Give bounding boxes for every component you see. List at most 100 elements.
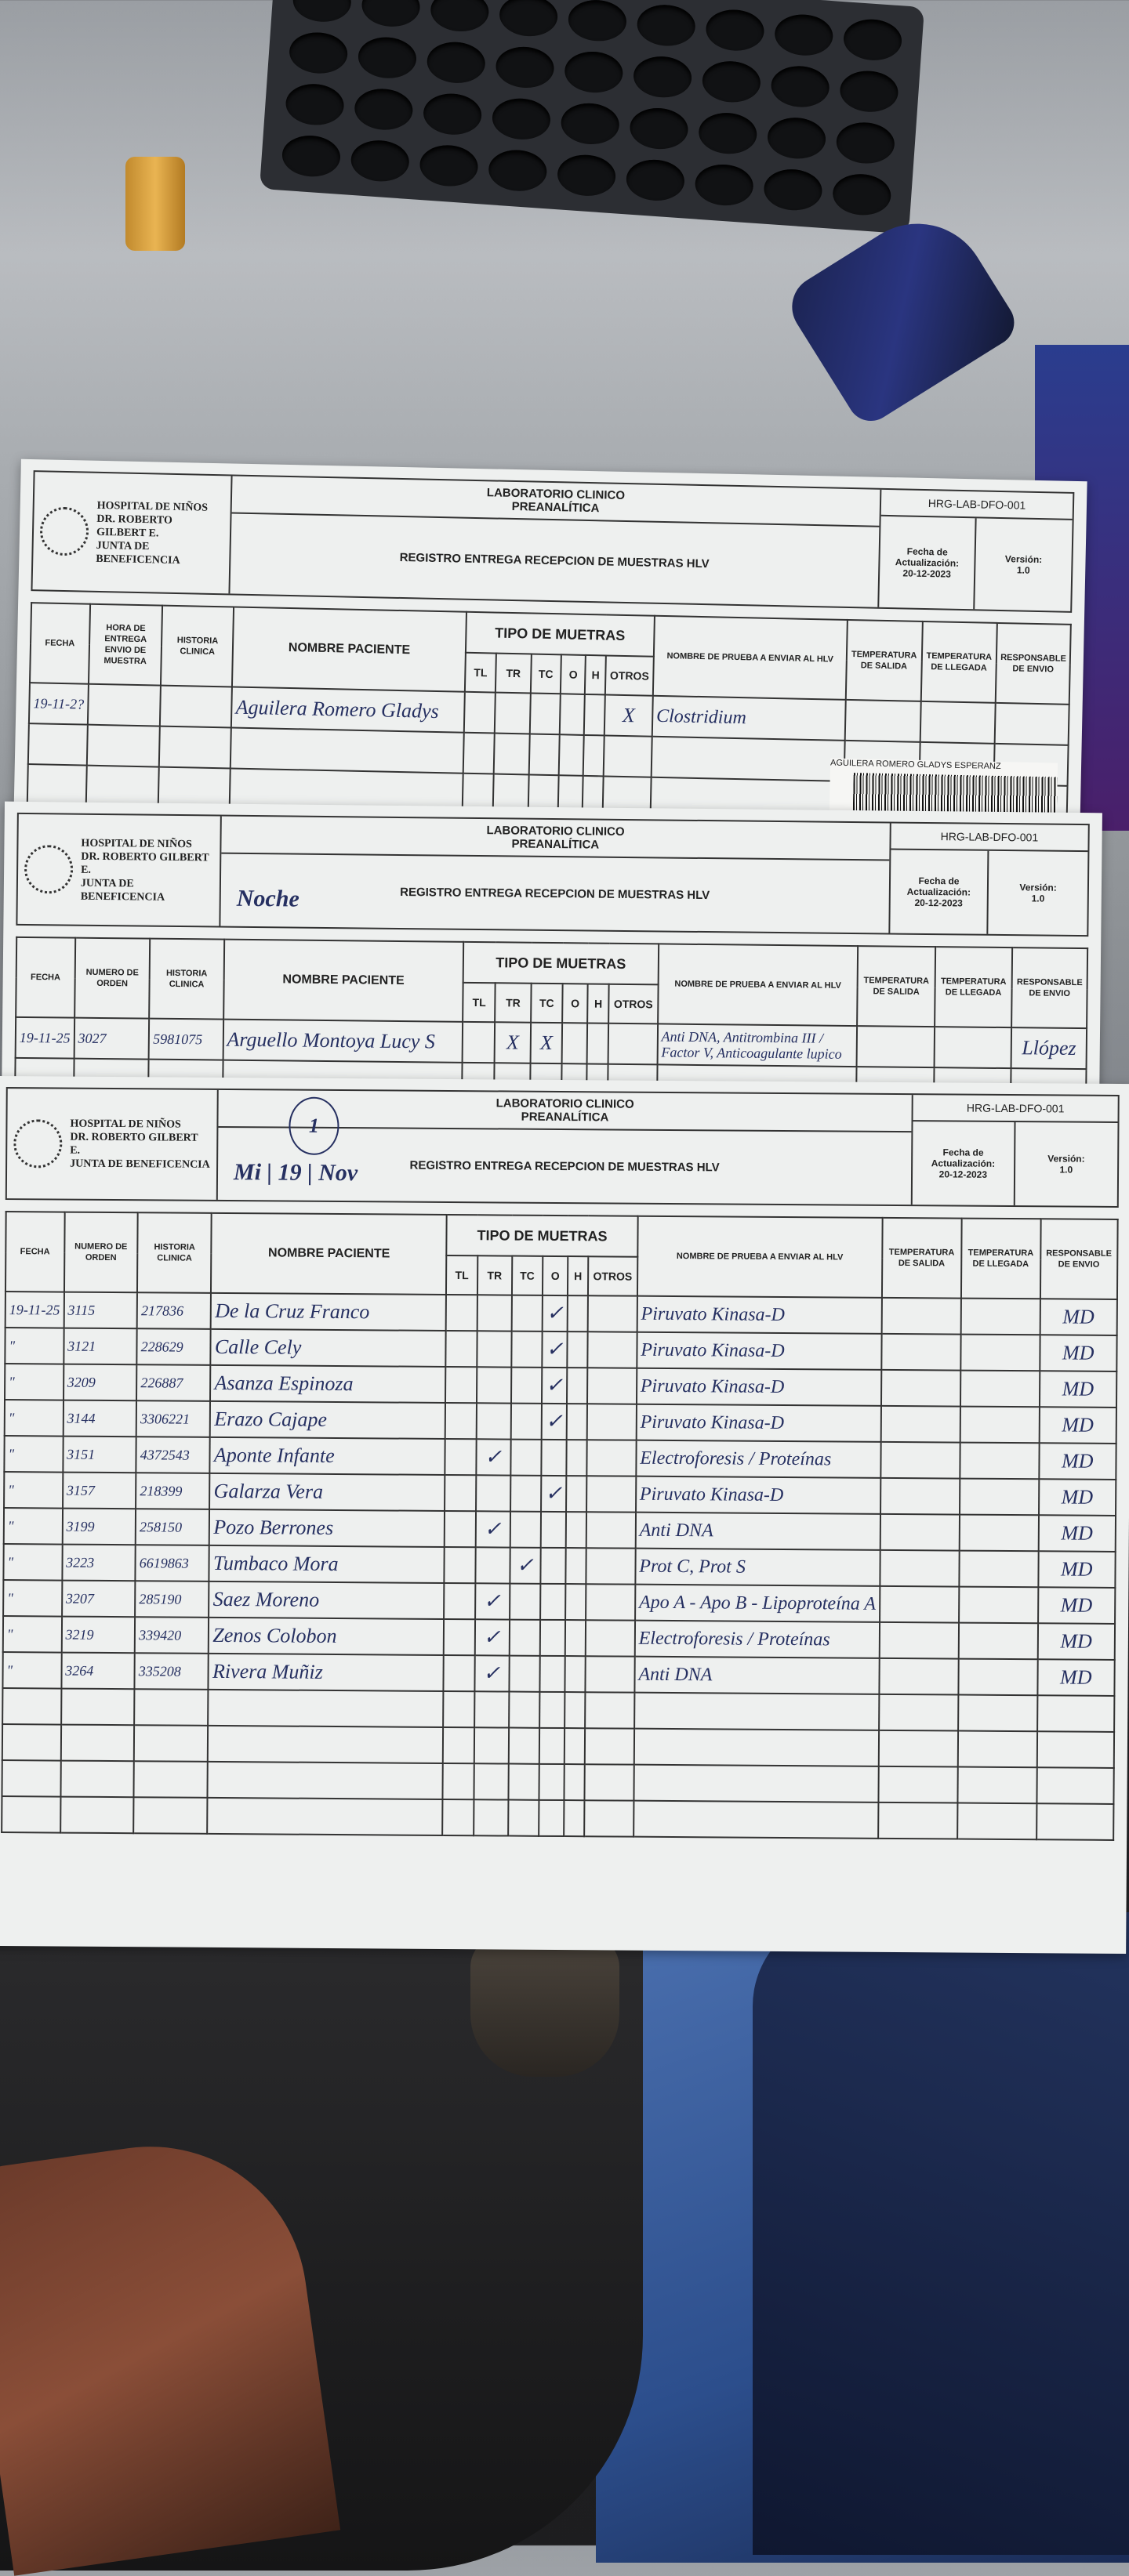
rack-hole [559, 101, 621, 147]
form-code: HRG-LAB-DFO-001 [891, 823, 1088, 853]
orden-cell [87, 683, 162, 726]
test-name-cell: Anti DNA [634, 1656, 880, 1694]
column-header: FECHA [29, 603, 90, 684]
version-value: 1.0 [1059, 1164, 1073, 1176]
form-sheet-3: HOSPITAL DE NIÑOS DR. ROBERTO GILBERT E. J… [0, 1075, 1129, 1955]
sample-type-otros-cell [585, 1584, 636, 1621]
temp-llegada-cell [959, 1478, 1039, 1516]
temp-llegada-cell [958, 1622, 1038, 1660]
sample-type-tc-cell [510, 1439, 542, 1476]
sample-type-h-cell [567, 1331, 588, 1368]
fecha-cell: 19-11-2? [28, 683, 89, 725]
empty-cell [1036, 1767, 1114, 1804]
form-header: HOSPITAL DE NIÑOS DR. ROBERTO GILBERT E. J… [5, 1087, 1120, 1208]
temp-salida-cell [881, 1333, 961, 1371]
rack-hole [281, 133, 342, 179]
sample-type-tc-cell [529, 693, 561, 735]
empty-cell [539, 1727, 565, 1765]
sample-type-tl-cell [445, 1330, 477, 1368]
empty-cell [2, 1724, 61, 1761]
version: Versión: 1.0 [975, 518, 1072, 611]
sample-type-tr-cell: ✓ [474, 1583, 510, 1620]
form-title-block: LABORATORIO CLINICO PREANALÍTICA REGISTRO … [217, 1089, 913, 1205]
empty-cell [508, 1763, 539, 1800]
empty-cell [564, 1800, 585, 1837]
rack-hole [704, 8, 766, 53]
rack-hole [350, 138, 411, 183]
empty-cell [539, 1763, 565, 1801]
orden-cell: 3199 [62, 1508, 136, 1545]
rack-hole [422, 92, 483, 137]
sample-type-o-cell [539, 1583, 566, 1621]
responsable-cell: MD [1038, 1479, 1116, 1516]
rack-hole [773, 13, 834, 58]
patient-name-cell: Aguilera Romero Gladys [231, 687, 465, 733]
sample-type-tr-cell: ✓ [474, 1619, 510, 1656]
sample-type-h-cell [566, 1512, 586, 1549]
temp-llegada-cell [960, 1406, 1040, 1444]
column-header: TEMPERATURA DE SALIDA [881, 1217, 962, 1299]
empty-cell [507, 1799, 539, 1836]
sample-type-tr-cell [476, 1367, 512, 1404]
sample-type-tl-cell [446, 1294, 477, 1331]
rack-hole [766, 115, 827, 161]
temp-llegada-cell [934, 1027, 1012, 1069]
orden-cell: 3144 [63, 1400, 137, 1437]
sample-type-h-cell [565, 1584, 586, 1621]
form-sheet-1: HOSPITAL DE NIÑOS DR. ROBERTO GILBERT E. J… [13, 458, 1087, 908]
sample-type-o-cell [539, 1619, 566, 1657]
historia-cell: 4372543 [136, 1437, 211, 1473]
empty-cell [878, 1766, 958, 1803]
sample-type-otros-cell [585, 1620, 635, 1657]
responsable-cell: MD [1036, 1659, 1115, 1696]
orden-cell: 3121 [63, 1328, 137, 1365]
sample-type-tc-cell [510, 1367, 543, 1404]
orden-cell: 3157 [62, 1472, 136, 1509]
historia-cell: 3306221 [136, 1400, 211, 1437]
hospital-seal-icon [24, 844, 74, 894]
sample-type-h-cell [565, 1548, 586, 1585]
sample-type-tc-cell [509, 1619, 540, 1656]
responsable-cell: MD [1037, 1623, 1116, 1660]
patient-name-cell: Rivera Muñiz [208, 1653, 445, 1691]
sample-type-o-cell: ✓ [542, 1331, 568, 1368]
empty-cell [27, 723, 88, 766]
patient-name-cell: Pozo Berrones [209, 1509, 445, 1547]
sample-type-o-cell: ✓ [541, 1367, 568, 1404]
samples-table: FECHA NUMERO DE ORDEN HISTORIA CLINICA NOMB… [1, 1211, 1119, 1841]
empty-cell [584, 1764, 634, 1801]
sample-type-o-cell: ✓ [540, 1475, 567, 1513]
test-name-cell: Piruvato Kinasa-D [637, 1331, 882, 1370]
patient-name-cell: Galarza Vera [209, 1473, 445, 1511]
stapler [780, 197, 1023, 430]
temp-salida-cell [879, 1658, 959, 1695]
hospital-name-line: JUNTA DE BENEFICENCIA [70, 1158, 210, 1171]
form-header: HOSPITAL DE NIÑOS DR. ROBERTO GILBERT E. J… [16, 812, 1090, 937]
fecha-cell: 19-11-25 [15, 1016, 74, 1059]
patient-name-cell: Tumbaco Mora [209, 1545, 445, 1583]
empty-cell [443, 1726, 474, 1764]
hospital-name-line: DR. ROBERTO GILBERT E. [70, 1131, 198, 1157]
patient-name-cell: Saez Moreno [209, 1581, 445, 1619]
sample-type-h-cell [566, 1476, 587, 1513]
historia-cell: 335208 [134, 1653, 209, 1690]
sample-type-otros-cell [585, 1656, 635, 1693]
rack-hole [288, 31, 349, 76]
empty-cell [208, 1725, 444, 1763]
hospital-logo-block: HOSPITAL DE NIÑOS DR. ROBERTO GILBERT E. J… [32, 472, 233, 594]
patient-name-cell: Erazo Cajape [210, 1400, 446, 1439]
rack-hole [487, 148, 549, 194]
empty-cell [584, 1728, 634, 1765]
register-title: REGISTRO ENTREGA RECEPCION DE MUESTRAS H… [218, 1096, 912, 1205]
hospital-name: HOSPITAL DE NIÑOS DR. ROBERTO GILBERT E. J… [70, 1118, 210, 1172]
sample-type-tr-cell: X [494, 1022, 532, 1063]
column-header: NUMERO DE ORDEN [74, 937, 151, 1019]
sample-type-otros-cell [608, 1023, 658, 1065]
empty-cell [633, 1692, 880, 1730]
temp-salida-cell [880, 1513, 960, 1551]
empty-cell [159, 726, 232, 769]
sample-type-tc-cell [509, 1583, 541, 1620]
fecha-cell: 19-11-25 [5, 1292, 64, 1328]
column-header: NOMBRE PACIENTE [223, 939, 464, 1022]
empty-cell [473, 1799, 509, 1836]
